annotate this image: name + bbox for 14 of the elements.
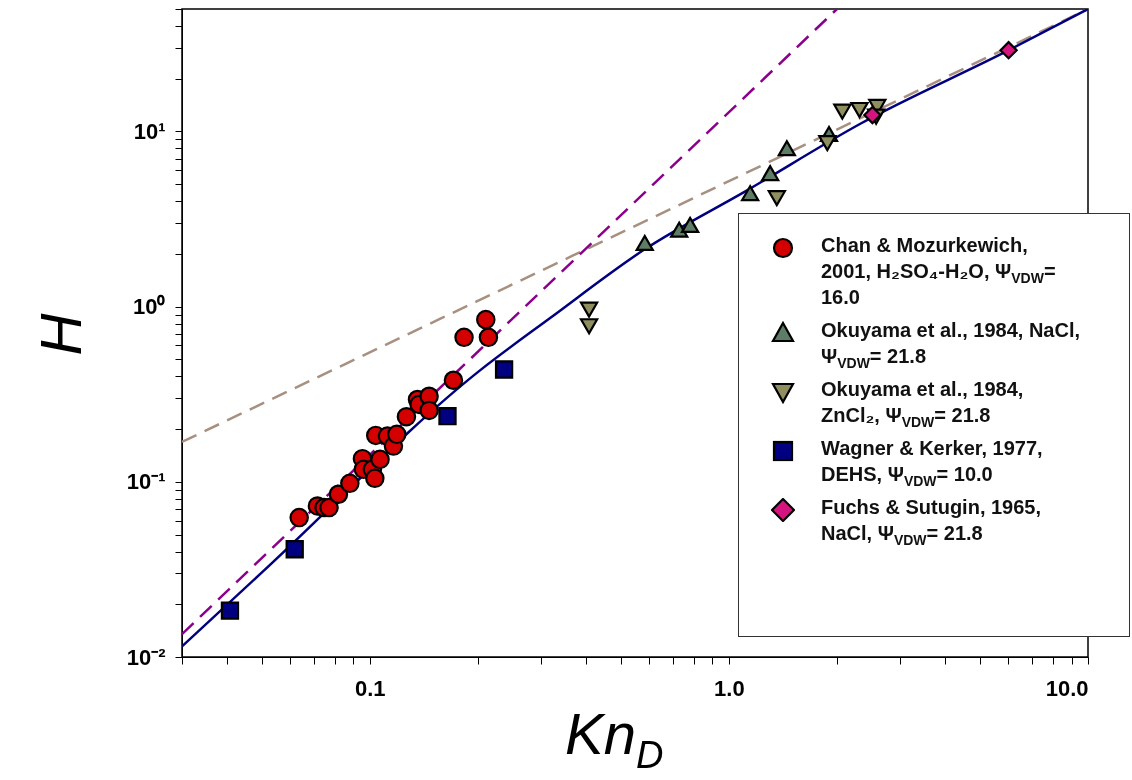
- text: Chan & Mozurkewich, 2001, H₂SO₄-H₂O, Ψ$_{VDW}$= 16.0: [821, 234, 1056, 308]
- y-tick-label: 10⁰: [133, 294, 166, 320]
- legend-label: Fuchs & Sutugin, 1965, NaCl, Ψ$_{VDW}$= 21.8: [821, 495, 1043, 548]
- legend-label: Okuyama et al., 1984, NaCl, Ψ$_{VDW}$= 21.8: [821, 318, 1082, 371]
- x-axis-title: Kn$_{D}$: [565, 700, 664, 777]
- y-tick-label: 10⁻¹: [126, 469, 166, 495]
- legend-label: Okuyama et al., 1984, ZnCl₂, Ψ$_{VDW}$= 21.8: [821, 377, 1025, 430]
- y-tick-label: 10¹: [133, 118, 166, 144]
- x-tick-label: 1.0: [714, 675, 745, 701]
- legend-label: Wagner & Kerker, 1977, DEHS, Ψ$_{VDW}$= 10.0: [821, 436, 1044, 489]
- y-axis-title: H: [27, 313, 95, 356]
- y-tick-label: 10⁻²: [126, 644, 166, 670]
- x-tick-label: 10.0: [1045, 675, 1089, 701]
- x-tick-label: 0.1: [354, 675, 386, 701]
